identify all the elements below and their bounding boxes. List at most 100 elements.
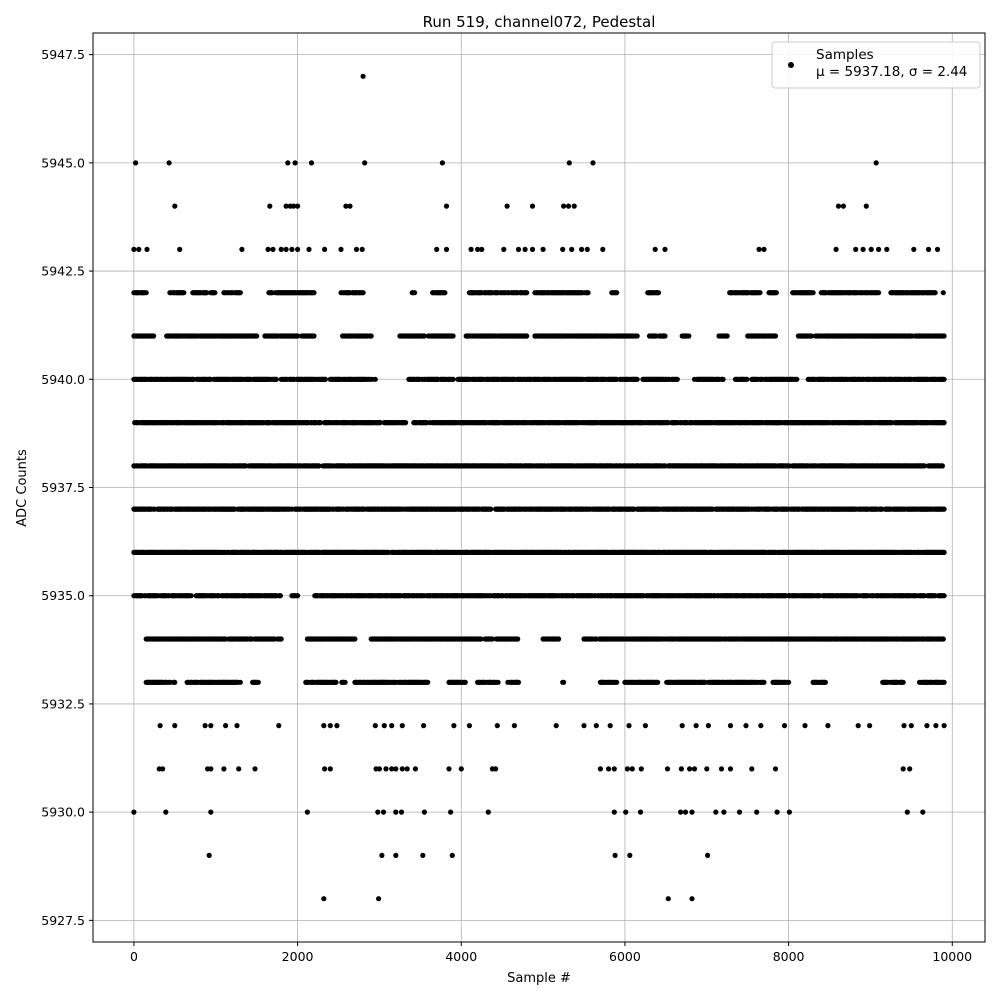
data-point xyxy=(942,507,947,512)
data-point xyxy=(421,723,426,728)
data-point xyxy=(448,810,453,815)
data-point xyxy=(606,766,611,771)
data-point xyxy=(440,160,445,165)
data-point xyxy=(399,810,404,815)
data-point xyxy=(382,723,387,728)
data-point xyxy=(422,810,427,815)
data-point xyxy=(942,377,947,382)
data-point xyxy=(295,247,300,252)
data-point xyxy=(924,723,929,728)
data-point xyxy=(920,810,925,815)
data-point xyxy=(787,810,792,815)
data-point xyxy=(144,290,149,295)
data-point xyxy=(705,853,710,858)
data-point xyxy=(864,204,869,209)
data-point xyxy=(713,810,718,815)
data-point xyxy=(505,204,510,209)
data-point xyxy=(743,723,748,728)
data-point xyxy=(757,247,762,252)
data-point xyxy=(942,333,947,338)
data-point xyxy=(305,810,310,815)
data-point xyxy=(373,723,378,728)
data-point xyxy=(279,247,284,252)
data-point xyxy=(530,204,535,209)
data-point xyxy=(354,247,359,252)
data-point xyxy=(686,333,691,338)
data-point xyxy=(579,247,584,252)
data-point xyxy=(172,204,177,209)
data-point xyxy=(524,290,529,295)
data-point xyxy=(276,723,281,728)
data-point xyxy=(181,290,186,295)
data-point xyxy=(403,420,408,425)
data-point xyxy=(451,333,456,338)
data-point xyxy=(412,290,417,295)
data-point xyxy=(586,290,591,295)
data-point xyxy=(369,333,374,338)
data-point xyxy=(373,377,378,382)
data-point xyxy=(516,247,521,252)
data-point xyxy=(334,723,339,728)
data-point xyxy=(266,247,271,252)
data-point xyxy=(639,766,644,771)
data-point xyxy=(907,766,912,771)
data-point xyxy=(208,723,213,728)
data-point xyxy=(285,160,290,165)
data-point xyxy=(270,247,275,252)
data-point xyxy=(323,377,328,382)
data-point xyxy=(933,723,938,728)
data-point xyxy=(524,333,529,338)
data-point xyxy=(585,247,590,252)
data-point xyxy=(306,247,311,252)
data-point xyxy=(554,723,559,728)
data-point xyxy=(773,766,778,771)
data-point xyxy=(630,766,635,771)
data-point xyxy=(942,420,947,425)
data-point xyxy=(754,810,759,815)
data-point xyxy=(322,766,327,771)
data-point xyxy=(725,333,730,338)
data-point xyxy=(614,290,619,295)
data-point xyxy=(689,810,694,815)
data-point xyxy=(488,507,493,512)
data-point xyxy=(442,290,447,295)
data-point xyxy=(933,290,938,295)
data-point xyxy=(451,377,456,382)
data-point xyxy=(775,810,780,815)
data-point xyxy=(905,810,910,815)
data-point xyxy=(311,290,316,295)
data-point xyxy=(625,766,630,771)
data-point xyxy=(678,810,683,815)
data-point xyxy=(941,290,946,295)
data-point xyxy=(569,247,574,252)
data-point xyxy=(158,723,163,728)
data-point xyxy=(160,766,165,771)
data-point xyxy=(675,377,680,382)
data-point xyxy=(662,333,667,338)
data-point xyxy=(935,247,940,252)
data-point xyxy=(328,723,333,728)
data-point xyxy=(389,723,394,728)
data-point xyxy=(446,766,451,771)
data-point xyxy=(177,247,182,252)
data-point xyxy=(909,723,914,728)
data-point xyxy=(721,810,726,815)
data-point xyxy=(413,766,418,771)
data-point xyxy=(853,247,858,252)
data-point xyxy=(802,723,807,728)
data-point xyxy=(687,766,692,771)
data-point xyxy=(926,247,931,252)
data-point xyxy=(653,247,658,252)
data-point xyxy=(757,290,762,295)
data-point xyxy=(744,377,749,382)
data-point xyxy=(594,723,599,728)
data-point xyxy=(901,723,906,728)
data-point xyxy=(347,204,352,209)
data-point xyxy=(131,247,136,252)
data-point xyxy=(942,723,947,728)
data-point xyxy=(172,723,177,728)
data-point xyxy=(361,290,366,295)
data-point xyxy=(328,766,333,771)
data-point xyxy=(393,766,398,771)
